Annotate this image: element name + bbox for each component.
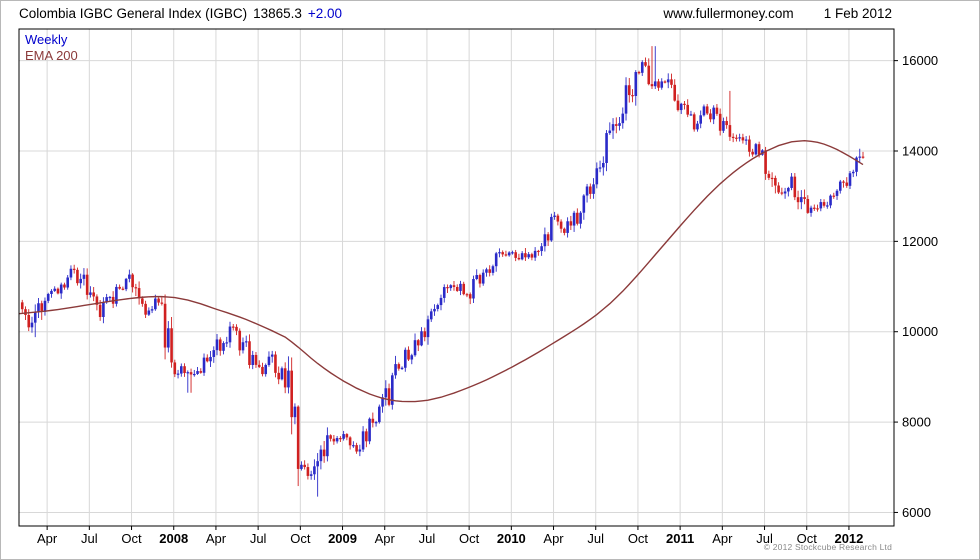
chart-title: Colombia IGBC General Index (IGBC) (19, 6, 248, 21)
svg-text:2012: 2012 (834, 531, 863, 546)
svg-text:Apr: Apr (712, 531, 733, 546)
svg-text:6000: 6000 (902, 505, 931, 520)
svg-text:2009: 2009 (328, 531, 357, 546)
ema-line (18, 140, 864, 403)
svg-text:10000: 10000 (902, 324, 938, 339)
y-axis-labels: 6000 8000 10000 12000 14000 16000 (894, 53, 938, 520)
svg-text:Oct: Oct (459, 531, 480, 546)
chart-legend: Weekly EMA 200 (25, 32, 78, 64)
legend-weekly-label: Weekly (25, 32, 68, 47)
svg-text:Apr: Apr (37, 531, 58, 546)
chart-date: 1 Feb 2012 (823, 6, 892, 21)
svg-text:Oct: Oct (121, 531, 142, 546)
svg-text:12000: 12000 (902, 234, 938, 249)
copyright-notice: © 2012 Stockcube Research Ltd (763, 542, 892, 552)
svg-text:Apr: Apr (375, 531, 396, 546)
svg-text:Apr: Apr (206, 531, 227, 546)
svg-text:2010: 2010 (497, 531, 526, 546)
svg-text:8000: 8000 (902, 415, 931, 430)
header-title-block: Colombia IGBC General Index (IGBC) 13865.… (19, 6, 342, 21)
header-meta: www.fullermoney.com 1 Feb 2012 (663, 6, 892, 21)
svg-text:Jul: Jul (419, 531, 436, 546)
svg-text:Oct: Oct (628, 531, 649, 546)
svg-text:2011: 2011 (666, 531, 694, 546)
candles-layer (20, 46, 865, 497)
plot-frame (18, 28, 895, 527)
x-axis-labels: Apr Jul Oct 2008 Apr Jul Oct 2009 Apr Jul Oct 2010 A… (37, 526, 863, 546)
svg-text:14000: 14000 (902, 143, 938, 158)
last-price: 13865.3 (253, 6, 302, 21)
svg-text:Apr: Apr (543, 531, 564, 546)
svg-text:Oct: Oct (290, 531, 311, 546)
svg-text:2008: 2008 (159, 531, 188, 546)
grid-lines (19, 29, 894, 526)
site-url-text: www.fullermoney.com (663, 6, 794, 21)
svg-text:Jul: Jul (81, 531, 98, 546)
svg-text:16000: 16000 (902, 53, 938, 68)
legend-ema-label: EMA 200 (25, 48, 78, 63)
svg-text:Jul: Jul (250, 531, 267, 546)
svg-text:Jul: Jul (756, 531, 773, 546)
price-change: +2.00 (307, 6, 343, 21)
svg-text:Oct: Oct (797, 531, 818, 546)
svg-text:Jul: Jul (587, 531, 604, 546)
